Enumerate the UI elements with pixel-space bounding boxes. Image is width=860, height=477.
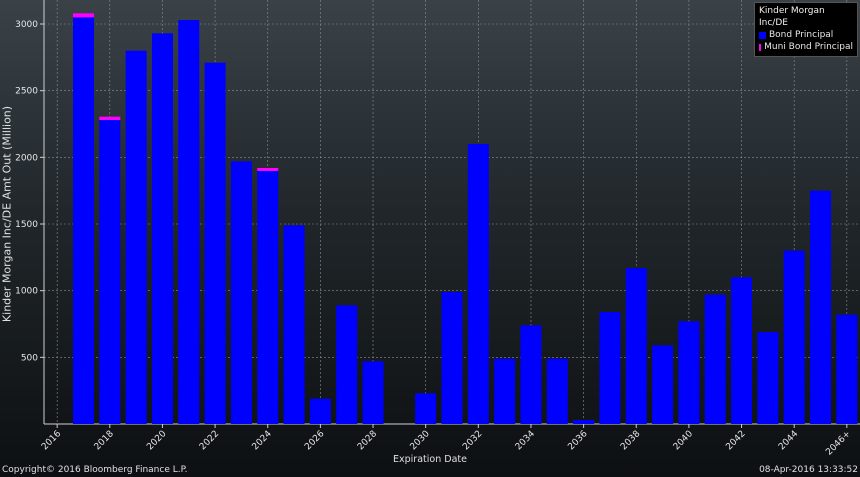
x-tick-label: 2024 [251, 429, 274, 452]
bar-bond-principal [467, 144, 489, 424]
bar-bond-principal [704, 294, 726, 424]
y-tick-label: 2500 [15, 87, 38, 97]
timestamp-text: 08-Apr-2016 13:33:52 [759, 465, 858, 475]
bar-bond-principal [573, 420, 595, 424]
y-axis-label: Kinder Morgan Inc/DE Amt Out (Million) [0, 105, 14, 323]
bar-muni-bond-principal [257, 168, 279, 171]
x-tick-label: 2044 [777, 429, 800, 452]
bar-bond-principal [283, 225, 305, 424]
bar-muni-bond-principal [72, 13, 94, 18]
bar-bond-principal [99, 120, 121, 424]
x-tick-label: 2032 [461, 429, 484, 452]
x-tick-label: 2042 [724, 429, 747, 452]
bar-bond-principal [625, 268, 647, 424]
bar-bond-principal [151, 33, 173, 424]
y-tick-label: 2000 [15, 153, 38, 163]
bar-bond-principal [441, 292, 463, 424]
bar-bond-principal [494, 358, 516, 424]
x-tick-label: 2034 [514, 429, 537, 452]
bar-bond-principal [810, 190, 832, 424]
legend-title: Kinder Morgan Inc/DE [759, 6, 825, 28]
bar-bond-principal [309, 398, 331, 424]
x-tick-label: 2038 [619, 429, 642, 452]
x-tick-label: 2016 [40, 429, 63, 452]
bar-bond-principal [125, 50, 147, 425]
legend-label-muni: Muni Bond Principal [764, 42, 853, 52]
bar-bond-principal [336, 305, 358, 424]
bar-bond-principal [257, 170, 279, 424]
bar-bond-principal [415, 393, 437, 424]
bar-bond-principal [546, 358, 568, 424]
bar-bond-principal [599, 312, 621, 424]
bar-bond-principal [836, 314, 858, 424]
x-tick-label: 2028 [356, 429, 379, 452]
y-tick-label: 3000 [15, 20, 38, 30]
y-tick-label: 1500 [15, 220, 38, 230]
x-tick-label: 2022 [198, 429, 221, 452]
x-tick-label: 2026 [303, 429, 326, 452]
bar-bond-principal [178, 20, 200, 424]
x-tick-label: 2040 [672, 429, 695, 452]
bar-bond-principal [204, 62, 226, 425]
legend-label-bond: Bond Principal [769, 30, 834, 40]
legend-swatch-muni [759, 43, 762, 51]
legend-item-bond: Bond Principal [759, 29, 853, 41]
legend-item-muni: Muni Bond Principal [759, 41, 853, 53]
x-tick-label: 2036 [566, 429, 589, 452]
bar-bond-principal [72, 17, 94, 424]
bar-bond-principal [652, 345, 674, 424]
y-tick-label: 1000 [15, 287, 38, 297]
bar-bond-principal [757, 332, 779, 424]
x-tick-label: 2020 [145, 429, 168, 452]
x-tick-label: 2030 [409, 429, 432, 452]
x-axis-label: Expiration Date [393, 454, 467, 465]
x-tick-label: 2018 [93, 429, 116, 452]
bar-bond-principal [783, 250, 805, 424]
bar-bond-principal [678, 321, 700, 424]
bar-bond-principal [731, 277, 753, 424]
y-tick-label: 500 [21, 353, 38, 363]
legend: Kinder Morgan Inc/DE Bond Principal Muni… [754, 2, 858, 57]
bar-muni-bond-principal [99, 116, 121, 120]
copyright-text: Copyright© 2016 Bloomberg Finance L.P. [2, 465, 188, 475]
legend-swatch-bond [759, 31, 766, 39]
bar-bond-principal [520, 325, 542, 424]
bar-bond-principal [230, 161, 252, 425]
bar-bond-principal [362, 361, 384, 424]
